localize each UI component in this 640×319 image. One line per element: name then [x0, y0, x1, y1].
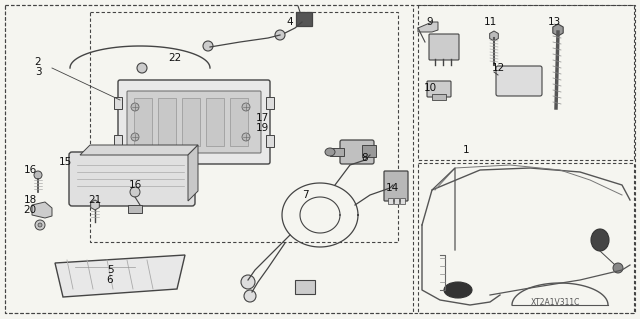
- Text: 11: 11: [483, 17, 497, 27]
- Polygon shape: [55, 255, 185, 297]
- Text: 5: 5: [107, 265, 113, 275]
- Bar: [362, 145, 376, 157]
- Bar: [134, 98, 152, 146]
- Text: 6: 6: [107, 275, 113, 285]
- Text: 1: 1: [463, 145, 469, 155]
- Circle shape: [130, 187, 140, 197]
- Circle shape: [275, 30, 285, 40]
- Text: 10: 10: [424, 83, 436, 93]
- Circle shape: [34, 171, 42, 179]
- Ellipse shape: [444, 282, 472, 298]
- Bar: [90, 12, 398, 242]
- Polygon shape: [188, 145, 198, 201]
- Text: 17: 17: [255, 113, 269, 123]
- Text: 18: 18: [24, 195, 36, 205]
- FancyBboxPatch shape: [496, 66, 542, 96]
- Text: XT2A1V311C: XT2A1V311C: [531, 298, 580, 307]
- Ellipse shape: [591, 229, 609, 251]
- Text: 2: 2: [35, 57, 42, 67]
- Circle shape: [203, 41, 213, 51]
- Bar: [295, 280, 315, 294]
- Bar: [394, 198, 399, 204]
- Bar: [418, 163, 634, 313]
- Bar: [158, 98, 176, 146]
- Bar: [114, 135, 122, 147]
- Polygon shape: [80, 145, 198, 155]
- Text: 16: 16: [129, 180, 141, 190]
- Circle shape: [242, 133, 250, 141]
- Bar: [114, 97, 122, 109]
- Text: 19: 19: [255, 123, 269, 133]
- Text: 7: 7: [301, 190, 308, 200]
- FancyBboxPatch shape: [429, 34, 459, 60]
- FancyBboxPatch shape: [118, 80, 270, 164]
- Circle shape: [244, 290, 256, 302]
- Bar: [296, 12, 312, 26]
- Bar: [418, 5, 634, 160]
- Bar: [330, 148, 344, 156]
- Bar: [182, 98, 200, 146]
- FancyBboxPatch shape: [127, 91, 261, 153]
- Bar: [266, 97, 274, 109]
- Circle shape: [241, 275, 255, 289]
- Bar: [5, 5, 413, 313]
- Text: 20: 20: [24, 205, 36, 215]
- Bar: [400, 198, 405, 204]
- Text: 12: 12: [492, 63, 504, 73]
- Bar: [230, 98, 248, 146]
- Bar: [206, 98, 224, 146]
- FancyBboxPatch shape: [427, 81, 451, 97]
- Polygon shape: [418, 22, 438, 32]
- Circle shape: [38, 223, 42, 227]
- Bar: [266, 135, 274, 147]
- Text: 13: 13: [547, 17, 561, 27]
- Bar: [388, 198, 393, 204]
- Circle shape: [131, 103, 139, 111]
- FancyBboxPatch shape: [69, 152, 195, 206]
- Text: 14: 14: [385, 183, 399, 193]
- Text: 3: 3: [35, 67, 42, 77]
- Text: 15: 15: [58, 157, 72, 167]
- Text: 16: 16: [24, 165, 36, 175]
- FancyBboxPatch shape: [384, 171, 408, 201]
- Text: 21: 21: [88, 195, 102, 205]
- Circle shape: [242, 103, 250, 111]
- Bar: [432, 94, 446, 100]
- Circle shape: [131, 133, 139, 141]
- Bar: [128, 205, 142, 213]
- Ellipse shape: [325, 148, 335, 156]
- Text: 8: 8: [362, 153, 368, 163]
- FancyBboxPatch shape: [340, 140, 374, 164]
- Text: 4: 4: [287, 17, 293, 27]
- Circle shape: [613, 263, 623, 273]
- Circle shape: [137, 63, 147, 73]
- Circle shape: [35, 220, 45, 230]
- Text: 9: 9: [427, 17, 433, 27]
- Polygon shape: [32, 202, 52, 218]
- Text: 22: 22: [168, 53, 182, 63]
